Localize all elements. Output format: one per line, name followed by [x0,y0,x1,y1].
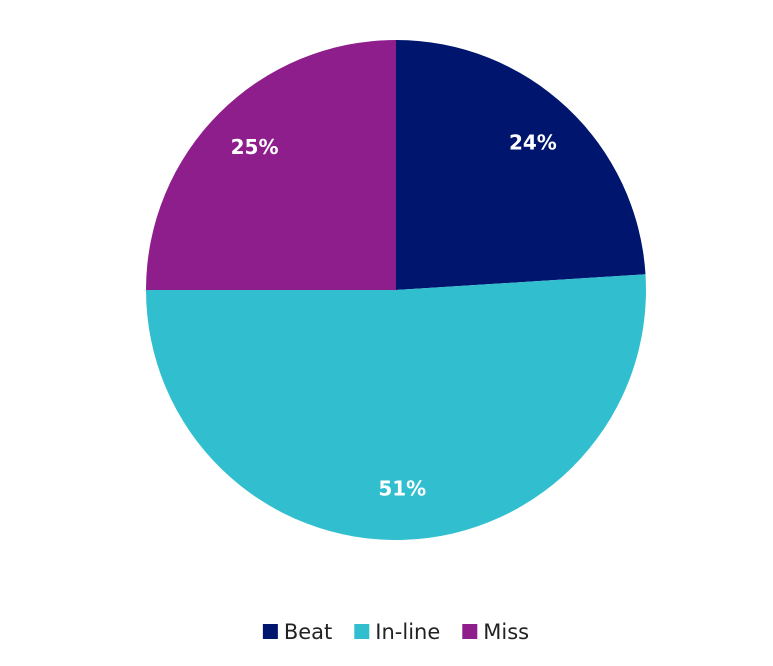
pie-slice [396,40,646,290]
pie-slice [146,40,396,290]
pie-slice [146,274,646,541]
legend-swatch [354,624,370,639]
value-label: 24% [509,131,557,155]
legend-label: Beat [284,620,332,644]
value-label: 51% [378,476,426,500]
legend-label: In-line [375,620,440,644]
legend-label: Miss [483,620,529,644]
legend-swatch [262,624,278,639]
value-label: 25% [231,135,279,159]
legend-swatch [462,624,478,639]
